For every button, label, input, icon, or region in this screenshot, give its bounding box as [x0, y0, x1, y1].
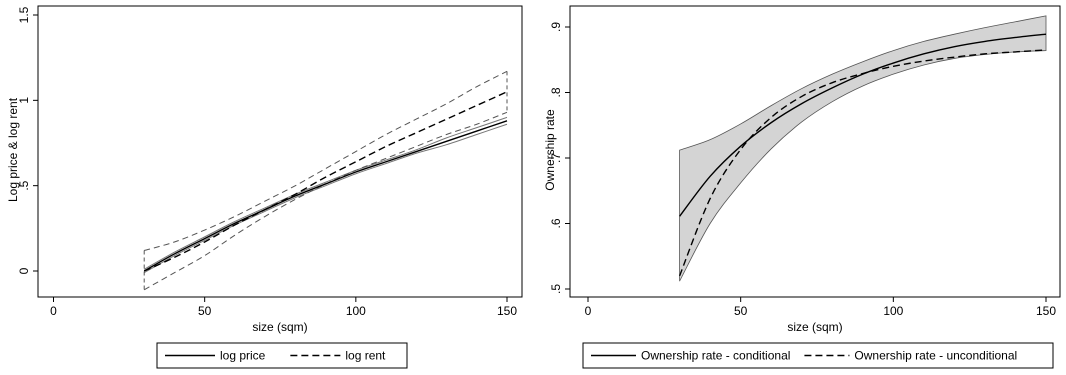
x-tick-label: 100 [883, 304, 903, 318]
ownership-rate-unconditional-line [678, 49, 1047, 277]
x-tick-label: 50 [198, 304, 212, 318]
legend-label-log-price: log price [220, 349, 266, 363]
chart-panel-1: 0 50 100 150 0 .5 1 1.5 size (sqm) Log price & lo… [6, 5, 523, 369]
legend-label-ownership-rate-unconditional: Ownership rate - unconditional [854, 349, 1017, 363]
log-rent-line [143, 91, 508, 272]
plot-frame [37, 5, 523, 298]
x-axis-title: size (sqm) [252, 320, 307, 334]
y-tick-label: 1.5 [17, 6, 31, 23]
y-tick-label: .7 [549, 153, 563, 163]
x-tick-label: 100 [346, 304, 366, 318]
x-tick-label: 0 [585, 304, 592, 318]
legend-label-ownership-rate-conditional: Ownership rate - conditional [641, 349, 790, 363]
y-tick-label: .8 [549, 87, 563, 97]
y-tick-label: .5 [549, 284, 563, 294]
log-price-ci-upper [143, 116, 508, 270]
chart-panel-2: 0 50 100 150 .5 .6 .7 .8 .9 size (sqm) Ownership r… [543, 5, 1061, 369]
y-tick-label: 0 [17, 267, 31, 274]
legend-label-log-rent: log rent [345, 349, 386, 363]
log-price-line [143, 120, 508, 272]
ownership-rate-conditional-ci-band [679, 15, 1047, 282]
y-tick-label: 1 [17, 97, 31, 104]
y-tick-label: .9 [549, 22, 563, 32]
y-tick-label: .5 [17, 180, 31, 190]
log-rent-ci-upper [144, 70, 508, 252]
y-axis-title: Log price & log rent [6, 97, 20, 202]
x-tick-label: 50 [734, 304, 748, 318]
x-tick-label: 150 [1036, 304, 1056, 318]
y-tick-label: .6 [549, 218, 563, 228]
log-price-ci-lower [143, 123, 508, 274]
x-tick-label: 0 [50, 304, 57, 318]
y-axis-title: Ownership rate [543, 109, 557, 191]
x-tick-label: 150 [497, 304, 517, 318]
x-axis-title: size (sqm) [787, 320, 842, 334]
